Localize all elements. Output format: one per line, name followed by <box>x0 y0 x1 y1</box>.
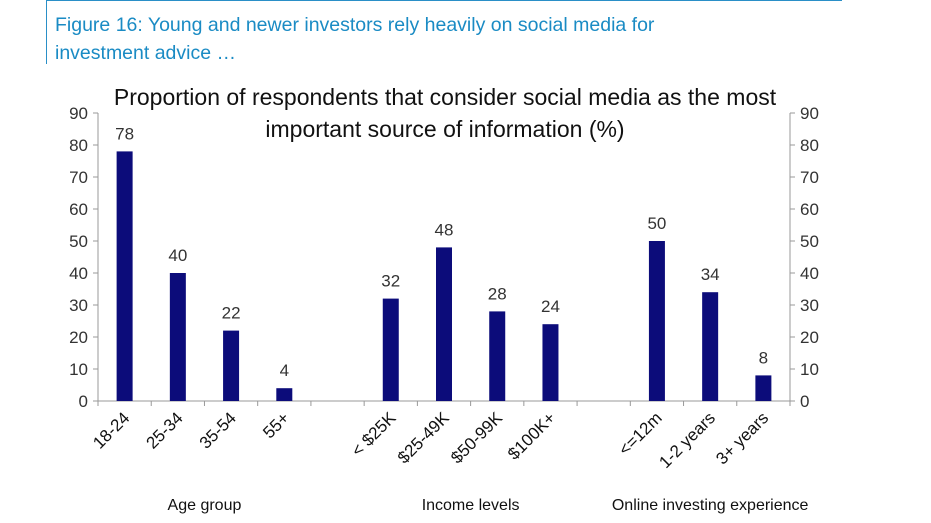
y-tick-label-left: 40 <box>69 264 88 283</box>
y-tick-label-left: 10 <box>69 360 88 379</box>
y-tick-label-right: 0 <box>800 392 809 411</box>
bar <box>702 292 719 401</box>
data-label: 50 <box>647 214 666 233</box>
x-category-label: <=12m <box>615 408 666 459</box>
x-category-label: $50-99K <box>447 408 506 467</box>
data-label: 78 <box>115 124 134 143</box>
x-category-label: 55+ <box>259 408 293 442</box>
data-label: 22 <box>222 304 241 323</box>
y-tick-label-left: 30 <box>69 296 88 315</box>
data-label: 34 <box>701 265 720 284</box>
x-category-label: < $25K <box>348 408 400 460</box>
y-tick-label-right: 70 <box>800 168 819 187</box>
figure-header: Figure 16: Young and newer investors rel… <box>46 0 842 64</box>
y-tick-label-right: 90 <box>800 104 819 123</box>
data-label: 24 <box>541 297 560 316</box>
x-category-label: $100K+ <box>504 408 559 463</box>
group-label: Age group <box>168 497 242 514</box>
y-tick-label-right: 10 <box>800 360 819 379</box>
bar <box>436 247 452 401</box>
data-label: 40 <box>168 246 187 265</box>
y-tick-label-left: 70 <box>69 168 88 187</box>
chart-title-line-1: Proportion of respondents that consider … <box>114 84 777 110</box>
x-category-label: 18-24 <box>89 408 133 452</box>
x-category-label: $25-49K <box>394 408 453 467</box>
bar <box>169 273 186 401</box>
y-tick-label-right: 80 <box>800 136 819 155</box>
x-category-label: 25-34 <box>142 408 186 452</box>
data-label: 48 <box>435 220 454 239</box>
bar <box>276 388 293 401</box>
y-tick-label-left: 90 <box>69 104 88 123</box>
y-tick-label-right: 20 <box>800 328 819 347</box>
y-tick-label-left: 20 <box>69 328 88 347</box>
y-tick-label-left: 50 <box>69 232 88 251</box>
bar <box>542 324 559 401</box>
bar <box>223 330 240 401</box>
data-label: 28 <box>488 284 507 303</box>
data-label: 32 <box>381 272 400 291</box>
bar <box>382 298 399 401</box>
x-category-label: 1-2 years <box>655 408 719 472</box>
y-tick-label-right: 60 <box>800 200 819 219</box>
bar <box>648 241 665 401</box>
x-category-label: 35-54 <box>196 408 240 452</box>
data-label: 8 <box>759 348 768 367</box>
bar <box>755 375 772 401</box>
y-tick-label-left: 80 <box>69 136 88 155</box>
data-label: 4 <box>280 361 289 380</box>
bar <box>489 311 506 401</box>
x-category-label: 3+ years <box>712 408 772 468</box>
chart-title-line-2: important source of information (%) <box>265 116 624 142</box>
y-tick-label-right: 30 <box>800 296 819 315</box>
bar <box>116 151 133 401</box>
group-label: Online investing experience <box>612 497 809 514</box>
figure-caption: Figure 16: Young and newer investors rel… <box>55 14 655 64</box>
y-tick-label-right: 50 <box>800 232 819 251</box>
group-label: Income levels <box>422 497 520 514</box>
y-tick-label-left: 0 <box>79 392 88 411</box>
y-tick-label-left: 60 <box>69 200 88 219</box>
y-tick-label-right: 40 <box>800 264 819 283</box>
